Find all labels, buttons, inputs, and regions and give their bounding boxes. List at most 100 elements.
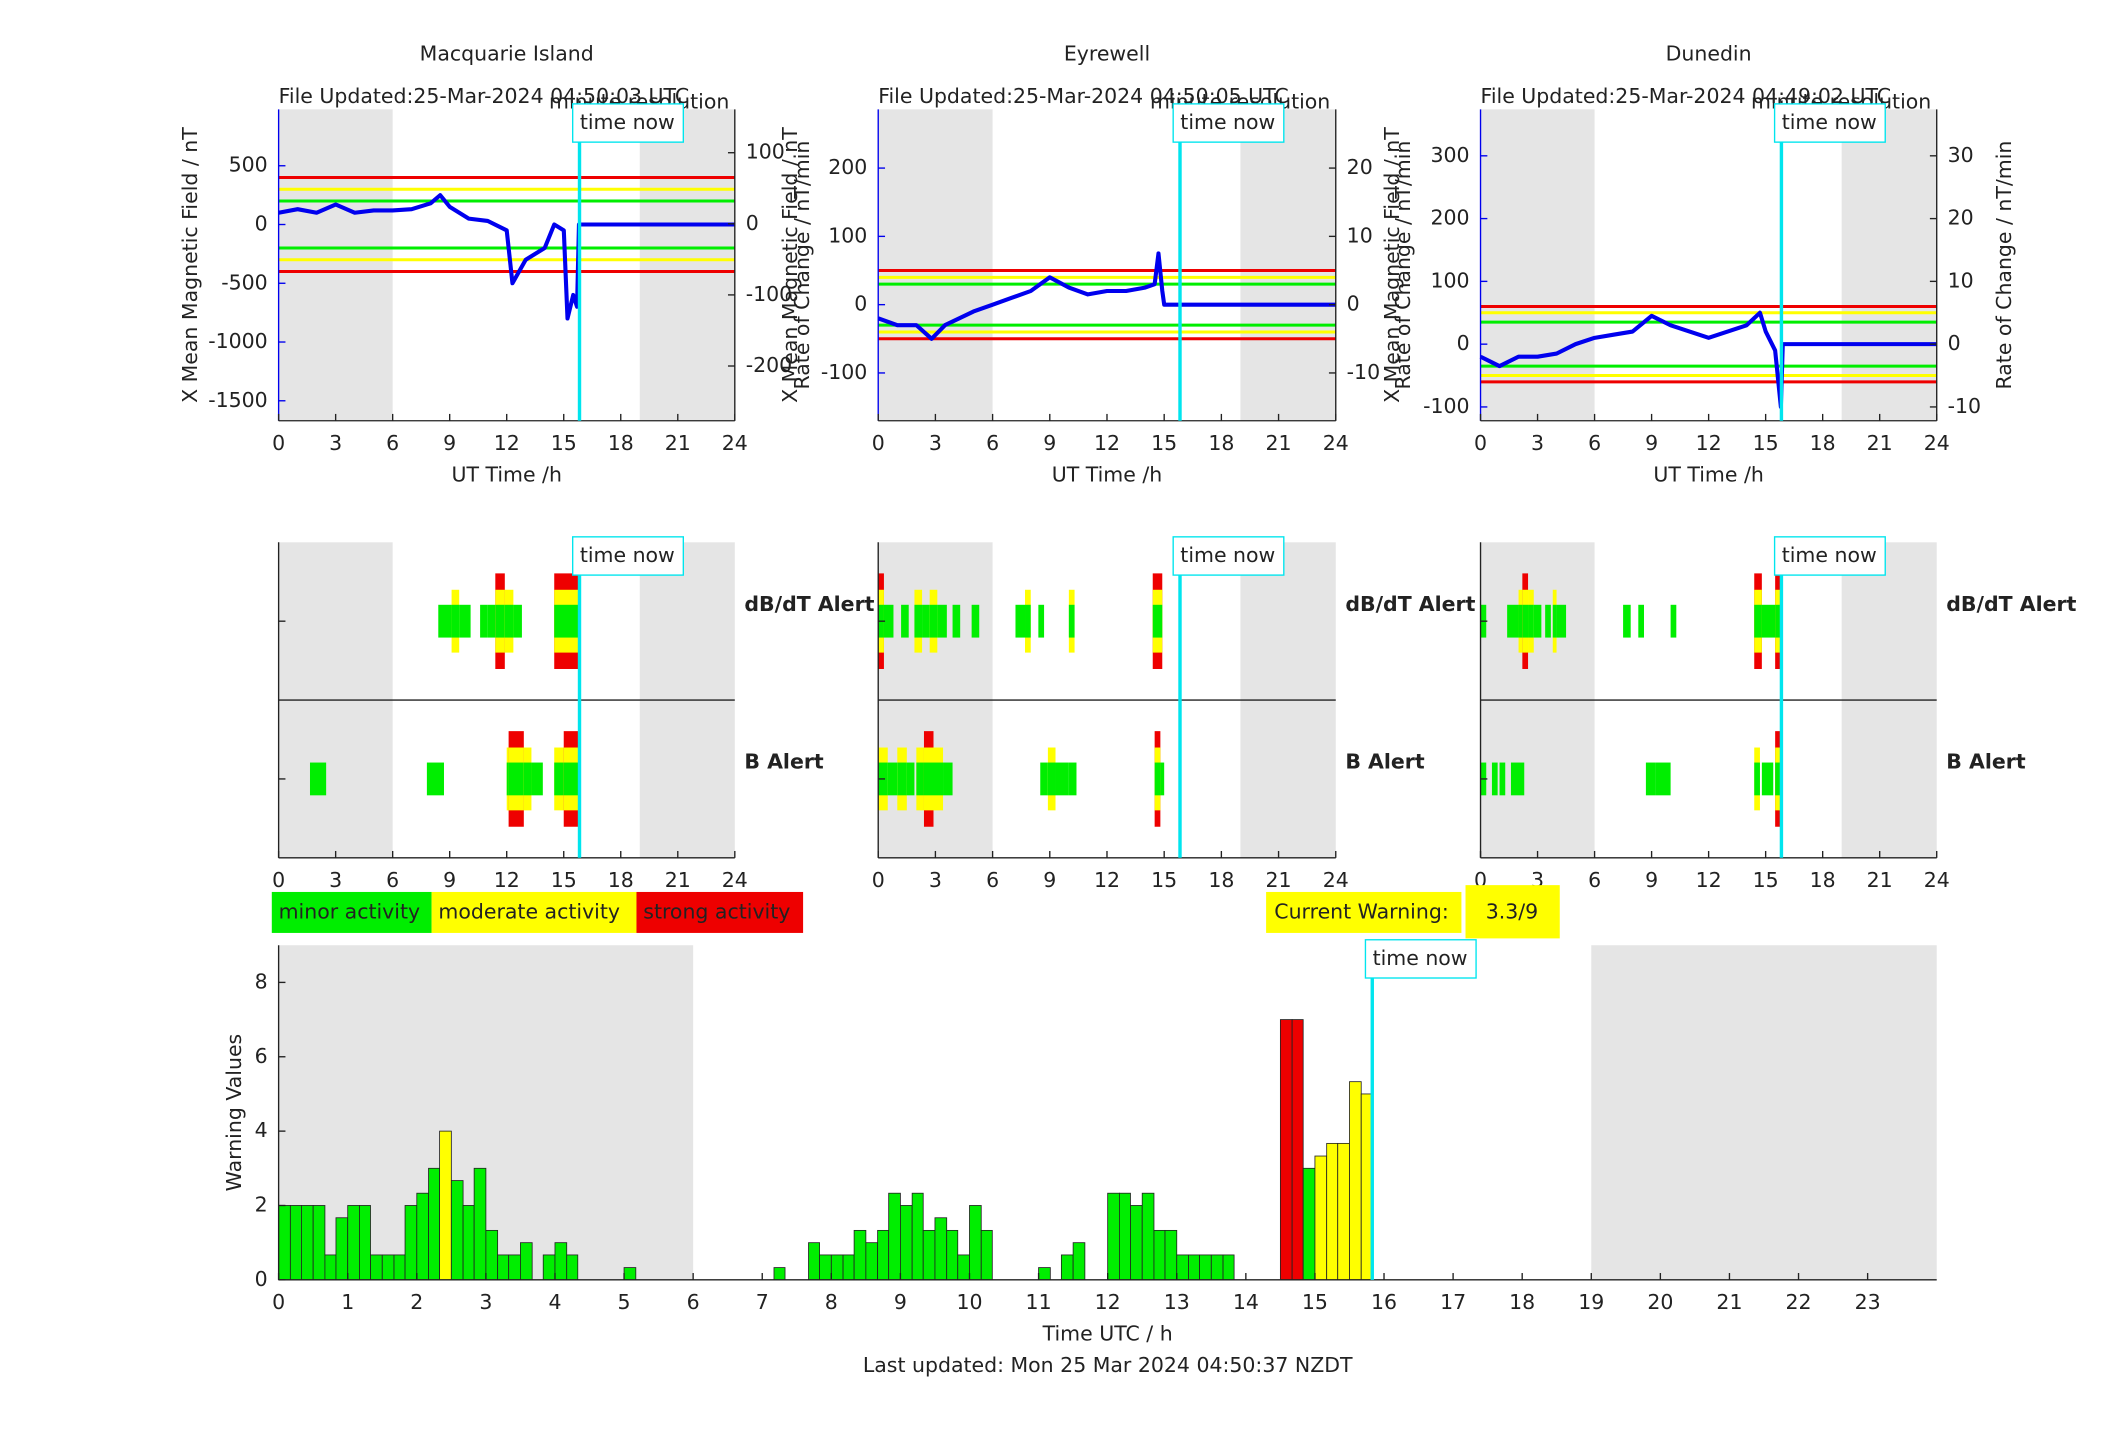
alert-block (1047, 762, 1056, 796)
time-now-box (572, 103, 684, 143)
x-tick-label: 24 (1924, 431, 1950, 455)
warning-bar (312, 1205, 326, 1281)
alert-block (1038, 604, 1045, 638)
x-tick-label: 15 (1151, 868, 1177, 892)
alert-block (1638, 604, 1644, 638)
warning-bar (566, 1254, 579, 1281)
alert-block (906, 762, 915, 796)
alert-block (1545, 604, 1551, 638)
y2-tick-label: 10 (1948, 268, 1974, 292)
alert-block (1040, 762, 1048, 796)
alert-block (883, 604, 894, 638)
x-tick-label: 9 (1043, 868, 1056, 892)
x-tick-label: 18 (1208, 868, 1234, 892)
x-tick-label: 0 (272, 868, 285, 892)
alert-block (1068, 762, 1077, 796)
alert-block (1154, 762, 1161, 796)
panel-title: Macquarie Island (420, 42, 594, 66)
x-tick-label: 18 (1509, 1290, 1535, 1314)
x-tick-label: 15 (551, 431, 577, 455)
y2-tick-label: -10 (1347, 360, 1380, 384)
y-tick-label: -1000 (208, 329, 267, 353)
x-tick-label: 15 (1302, 1290, 1328, 1314)
alert-block (531, 762, 543, 796)
x-tick-label: 7 (756, 1290, 769, 1314)
warning-bar (888, 1192, 901, 1281)
warning-box (1266, 891, 1462, 933)
y2-tick-label: 0 (1347, 292, 1360, 316)
row-label: dB/dT Alert (1345, 592, 1475, 616)
alert-block (971, 604, 980, 638)
warning-bar (428, 1167, 441, 1281)
warning-bar (1210, 1254, 1224, 1281)
warning-bar (1222, 1254, 1235, 1281)
alert-block (426, 762, 444, 796)
warning-bar (301, 1205, 314, 1281)
warning-bar (416, 1192, 429, 1281)
alert-block (1068, 604, 1075, 638)
alert-block (1507, 604, 1519, 638)
warning-bar (508, 1254, 521, 1281)
warning-bar (1038, 1267, 1051, 1281)
y-tick-label: -100 (821, 360, 867, 384)
warning-bar (439, 1130, 452, 1281)
time-now-box (572, 536, 684, 576)
alert-block (1761, 604, 1776, 638)
x-tick-label: 15 (1753, 431, 1779, 455)
time-now-label: time now (580, 110, 675, 134)
y2-tick-label: 20 (1948, 206, 1974, 230)
warning-bar (842, 1254, 855, 1281)
alert-block (1623, 604, 1631, 638)
warning-value-box (1465, 885, 1560, 939)
warning-label: Current Warning: (1274, 899, 1448, 923)
x-tick-label: 18 (1208, 431, 1234, 455)
warning-bar (980, 1229, 993, 1281)
x-tick-label: 9 (894, 1290, 907, 1314)
y-tick-label: 100 (1431, 268, 1470, 292)
warning-bar (1302, 1167, 1316, 1281)
x-tick-label: 15 (1151, 431, 1177, 455)
night-shade (1480, 109, 1595, 421)
alert-block (901, 604, 909, 638)
x-tick-label: 21 (1867, 868, 1893, 892)
y-tick-label: -500 (221, 270, 267, 294)
legend-swatch (271, 891, 432, 933)
warning-bar (957, 1254, 970, 1281)
alert-block (1754, 604, 1762, 638)
warning-bar (1199, 1254, 1212, 1281)
warning-bar (1164, 1229, 1178, 1281)
alert-block (1491, 762, 1498, 796)
y-axis-label: X Mean Magnetic Field / nT (1380, 127, 1404, 403)
warning-bar (1130, 1205, 1143, 1281)
alert-block (506, 762, 509, 796)
time-now-label: time now (1373, 946, 1468, 970)
alert-block (309, 762, 327, 796)
warning-bar (520, 1242, 533, 1281)
warning-bar (324, 1254, 337, 1281)
time-now-box (1773, 103, 1886, 143)
y-tick-label: 300 (1431, 143, 1470, 167)
y-tick-label: 6 (255, 1044, 268, 1068)
y-tick-label: 2 (255, 1192, 268, 1216)
warning-bar (808, 1242, 820, 1281)
alert-block (887, 762, 898, 796)
y2-tick-label: 10 (1347, 223, 1373, 247)
warning-value: 3.3/9 (1486, 899, 1538, 923)
warning-bar (554, 1242, 568, 1281)
y-tick-label: 200 (828, 155, 867, 179)
warning-bar (865, 1242, 879, 1281)
alert-block (1775, 604, 1781, 638)
field-line (278, 193, 735, 321)
warning-bar (911, 1192, 924, 1281)
row-label: B Alert (1345, 750, 1425, 774)
x-tick-label: 18 (608, 431, 634, 455)
x-tick-label: 6 (687, 1290, 700, 1314)
y2-tick-label: -10 (1948, 394, 1981, 418)
alert-block (1754, 762, 1760, 796)
warning-bar (1153, 1229, 1166, 1281)
alert-block (487, 604, 496, 638)
warning-bar (1176, 1254, 1189, 1281)
x-tick-label: 20 (1647, 1290, 1673, 1314)
x-tick-label: 3 (1531, 431, 1544, 455)
